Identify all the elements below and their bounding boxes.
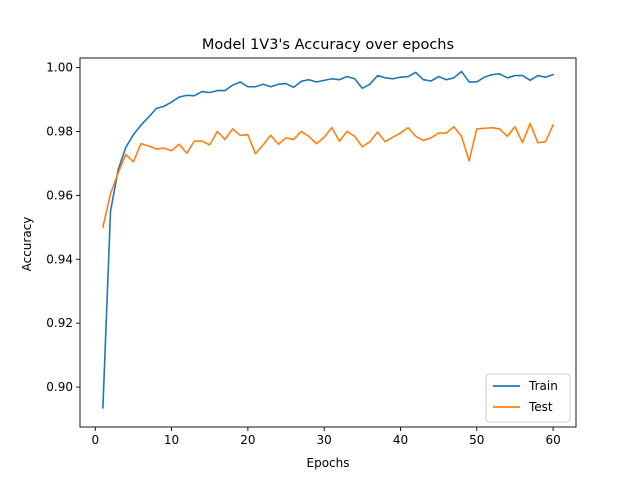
x-tick-label: 20: [240, 433, 255, 447]
y-tick-label: 0.96: [46, 188, 73, 202]
x-tick-label: 60: [545, 433, 560, 447]
legend-label-train: Train: [528, 379, 558, 393]
plot-area: [79, 57, 577, 428]
legend: Train Test: [485, 373, 571, 423]
x-tick-label: 40: [393, 433, 408, 447]
chart-title: Model 1V3's Accuracy over epochs: [202, 37, 454, 53]
legend-label-test: Test: [528, 400, 553, 414]
y-tick-label: 0.94: [46, 252, 73, 266]
x-tick-label: 30: [317, 433, 332, 447]
y-tick-label: 0.92: [46, 316, 73, 330]
x-tick-label: 10: [164, 433, 179, 447]
series-line-train: [102, 70, 555, 409]
y-tick-label: 1.00: [46, 61, 73, 75]
y-tick-label: 0.98: [46, 124, 73, 138]
series-line-test: [101, 122, 555, 229]
x-axis-label: Epochs: [307, 456, 350, 470]
x-tick-label: 50: [469, 433, 484, 447]
y-axis-ticks: 0.90 0.92 0.94 0.96 0.98 1.00: [46, 61, 80, 394]
y-axis-label: Accuracy: [20, 217, 34, 272]
x-tick-label: 0: [91, 433, 99, 447]
x-axis-ticks: 0 10 20 30 40 50 60: [91, 427, 561, 447]
axes-frame: [79, 57, 577, 428]
y-tick-label: 0.90: [46, 380, 73, 394]
